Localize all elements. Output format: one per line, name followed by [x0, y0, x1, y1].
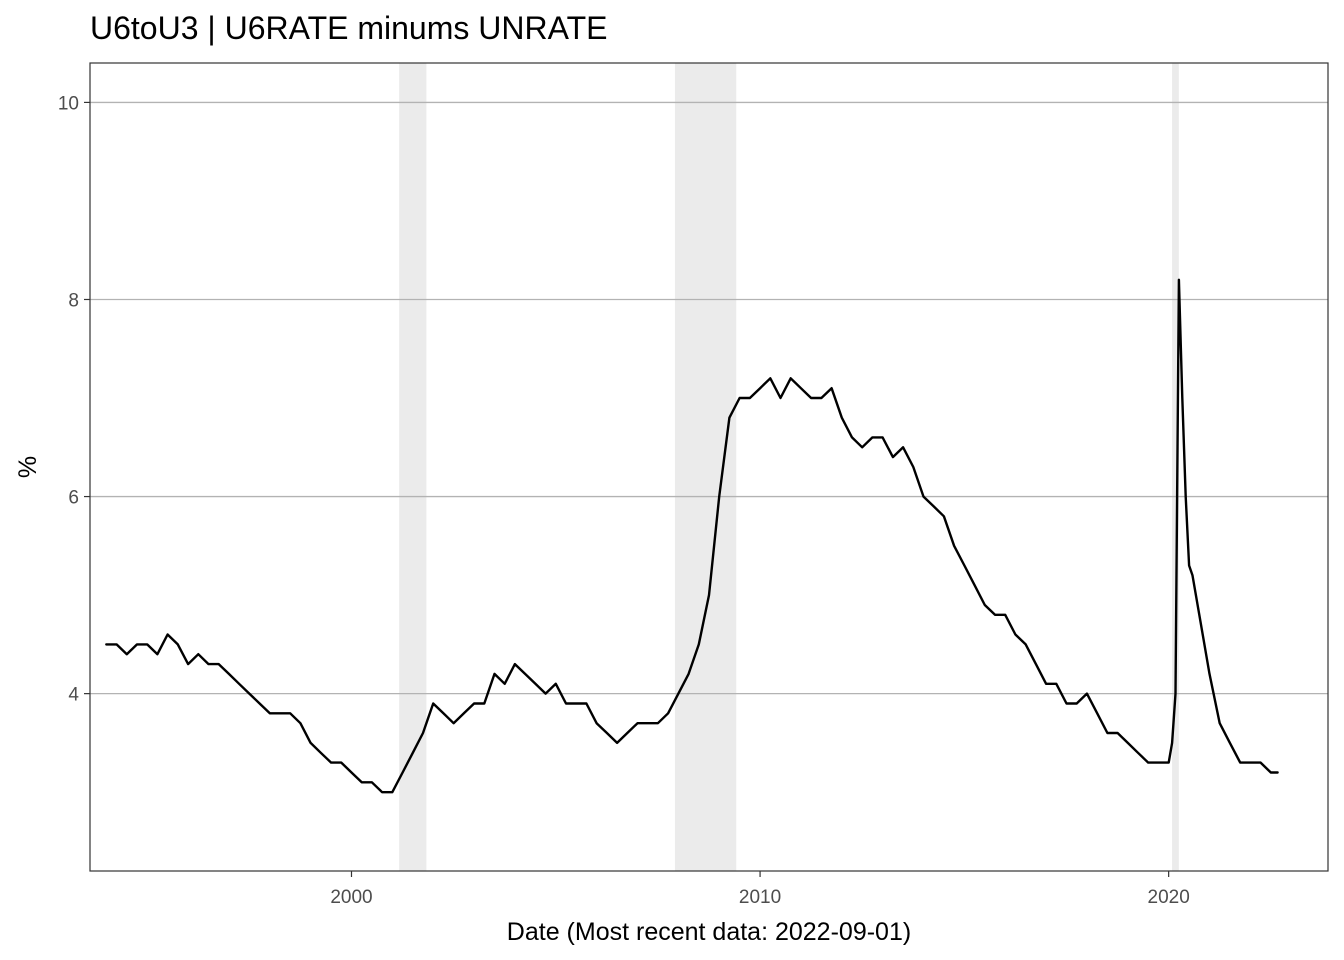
recession-band-1 [674, 63, 737, 871]
gridlines [90, 101, 1328, 695]
x-tick-label-2000: 2000 [330, 887, 372, 908]
panel-border [89, 62, 1329, 872]
x-tick-label-2010: 2010 [739, 887, 781, 908]
y-tick-label-8: 8 [68, 290, 79, 311]
y-axis-title: % [14, 456, 42, 478]
y-axis: 4 6 8 10 [58, 93, 90, 706]
recession-bands [399, 63, 1179, 871]
x-axis: 2000 2010 2020 [330, 871, 1190, 908]
x-axis-title: Date (Most recent data: 2022-09-01) [507, 918, 911, 946]
x-tick-label-2020: 2020 [1148, 887, 1190, 908]
recession-band-2 [1172, 63, 1179, 871]
y-tick-label-4: 4 [68, 685, 79, 706]
series-line-layer [105, 278, 1279, 794]
series-line-0 [105, 278, 1279, 794]
recession-band-0 [399, 63, 427, 871]
y-tick-label-10: 10 [58, 93, 79, 114]
chart-title: U6toU3 | U6RATE minums UNRATE [90, 10, 608, 46]
y-tick-label-6: 6 [68, 488, 79, 509]
